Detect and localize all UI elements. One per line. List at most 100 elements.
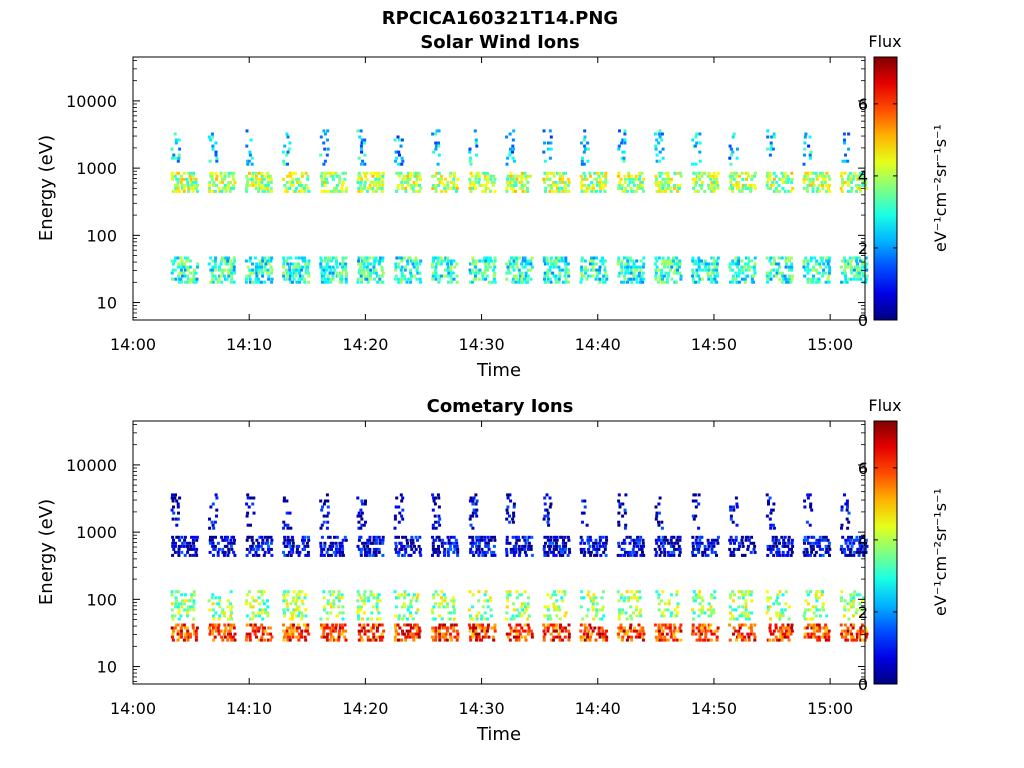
spectrogram-cell bbox=[678, 626, 682, 630]
spectrogram-cell bbox=[475, 544, 479, 548]
spectrogram-cell bbox=[554, 626, 558, 630]
spectrogram-cell bbox=[322, 553, 326, 557]
spectrogram-cell bbox=[511, 150, 514, 154]
spectrogram-cell bbox=[543, 502, 547, 506]
spectrogram-cell bbox=[288, 180, 292, 184]
spectrogram-cell bbox=[660, 599, 663, 603]
spectrogram-cell bbox=[700, 541, 704, 545]
spectrogram-cell bbox=[289, 553, 293, 557]
spectrogram-cell bbox=[446, 186, 450, 190]
spectrogram-cell bbox=[551, 262, 555, 266]
spectrogram-cell bbox=[266, 632, 270, 636]
spectrogram-cell bbox=[824, 280, 828, 284]
spectrogram-cell bbox=[515, 608, 519, 612]
spectrogram-cell bbox=[804, 608, 808, 612]
spectrogram-cell bbox=[401, 632, 405, 636]
spectrogram-cell bbox=[356, 590, 360, 594]
spectrogram-cell bbox=[400, 547, 404, 551]
spectrogram-cell bbox=[731, 590, 735, 594]
spectrogram-cell bbox=[188, 259, 192, 263]
spectrogram-cell bbox=[337, 174, 341, 178]
spectrogram-cell bbox=[694, 177, 697, 181]
spectrogram-cell bbox=[554, 280, 558, 284]
spectrogram-cell bbox=[395, 632, 398, 636]
spectrogram-cell bbox=[821, 256, 825, 260]
spectrogram-cell bbox=[660, 274, 664, 278]
spectrogram-cell bbox=[729, 535, 733, 539]
spectrogram-cell bbox=[260, 265, 264, 269]
spectrogram-cell bbox=[208, 538, 212, 542]
spectrogram-cell bbox=[267, 550, 271, 554]
spectrogram-cell bbox=[858, 174, 862, 178]
spectrogram-cell bbox=[556, 171, 559, 175]
spectrogram-cell bbox=[229, 186, 233, 190]
spectrogram-cell bbox=[710, 262, 714, 266]
spectrogram-cell bbox=[366, 280, 370, 284]
spectrogram-cell bbox=[361, 159, 365, 163]
spectrogram-cell bbox=[360, 189, 364, 193]
spectrogram-cell bbox=[320, 550, 324, 554]
spectrogram-cell bbox=[362, 593, 366, 597]
spectrogram-cell bbox=[404, 189, 408, 193]
spectrogram-cell bbox=[363, 599, 367, 603]
spectrogram-cell bbox=[326, 511, 330, 515]
spectrogram-cell bbox=[266, 189, 270, 193]
spectrogram-cell bbox=[586, 638, 590, 642]
spectrogram-cell bbox=[325, 626, 329, 630]
spectrogram-cell bbox=[803, 274, 807, 278]
spectrogram-cell bbox=[790, 262, 794, 266]
spectrogram-cell bbox=[430, 262, 434, 266]
spectrogram-cell bbox=[747, 611, 751, 615]
spectrogram-cell bbox=[506, 596, 509, 600]
spectrogram-cell bbox=[257, 596, 261, 600]
spectrogram-cell bbox=[506, 177, 510, 181]
spectrogram-cell bbox=[603, 189, 607, 193]
spectrogram-cell bbox=[824, 629, 828, 633]
spectrogram-cell bbox=[809, 150, 813, 154]
spectrogram-cell bbox=[217, 632, 221, 636]
spectrogram-cell bbox=[430, 265, 434, 269]
spectrogram-cell bbox=[655, 153, 659, 157]
spectrogram-cell bbox=[172, 511, 176, 515]
spectrogram-cell bbox=[849, 547, 853, 551]
spectrogram-cell bbox=[559, 623, 562, 627]
spectrogram-cell bbox=[469, 550, 473, 554]
spectrogram-cell bbox=[435, 144, 439, 148]
spectrogram-cell bbox=[397, 617, 401, 621]
spectrogram-cell bbox=[344, 189, 348, 193]
spectrogram-cell bbox=[403, 593, 407, 597]
spectrogram-cell bbox=[448, 632, 452, 636]
spectrogram-cell bbox=[471, 526, 475, 530]
spectrogram-cell bbox=[667, 183, 671, 187]
spectrogram-cell bbox=[217, 268, 221, 272]
spectrogram-cell bbox=[186, 180, 190, 184]
spectrogram-cell bbox=[595, 550, 599, 554]
spectrogram-cell bbox=[566, 535, 570, 539]
spectrogram-cell bbox=[602, 174, 606, 178]
spectrogram-cell bbox=[617, 171, 621, 175]
spectrogram-cell bbox=[299, 189, 303, 193]
spectrogram-cell bbox=[295, 180, 299, 184]
spectrogram-cell bbox=[419, 259, 423, 263]
spectrogram-cell bbox=[174, 590, 178, 594]
spectrogram-cell bbox=[579, 635, 583, 639]
spectrogram-cell bbox=[529, 259, 533, 263]
spectrogram-cell bbox=[369, 268, 373, 272]
spectrogram-cell bbox=[298, 635, 302, 639]
spectrogram-cell bbox=[434, 132, 437, 136]
spectrogram-cell bbox=[806, 593, 810, 597]
spectrogram-cell bbox=[729, 550, 733, 554]
spectrogram-cell bbox=[486, 265, 490, 269]
spectrogram-cell bbox=[506, 496, 510, 500]
spectrogram-cell bbox=[372, 632, 376, 636]
spectrogram-cell bbox=[251, 180, 255, 184]
spectrogram-cell bbox=[552, 553, 556, 557]
spectrogram-cell bbox=[692, 517, 696, 521]
spectrogram-cell bbox=[195, 189, 199, 193]
spectrogram-cell bbox=[815, 280, 819, 284]
spectrogram-cell bbox=[561, 547, 565, 551]
spectrogram-cell bbox=[511, 189, 515, 193]
spectrogram-cell bbox=[484, 544, 488, 548]
spectrogram-cell bbox=[360, 150, 364, 154]
spectrogram-cell bbox=[806, 174, 810, 178]
